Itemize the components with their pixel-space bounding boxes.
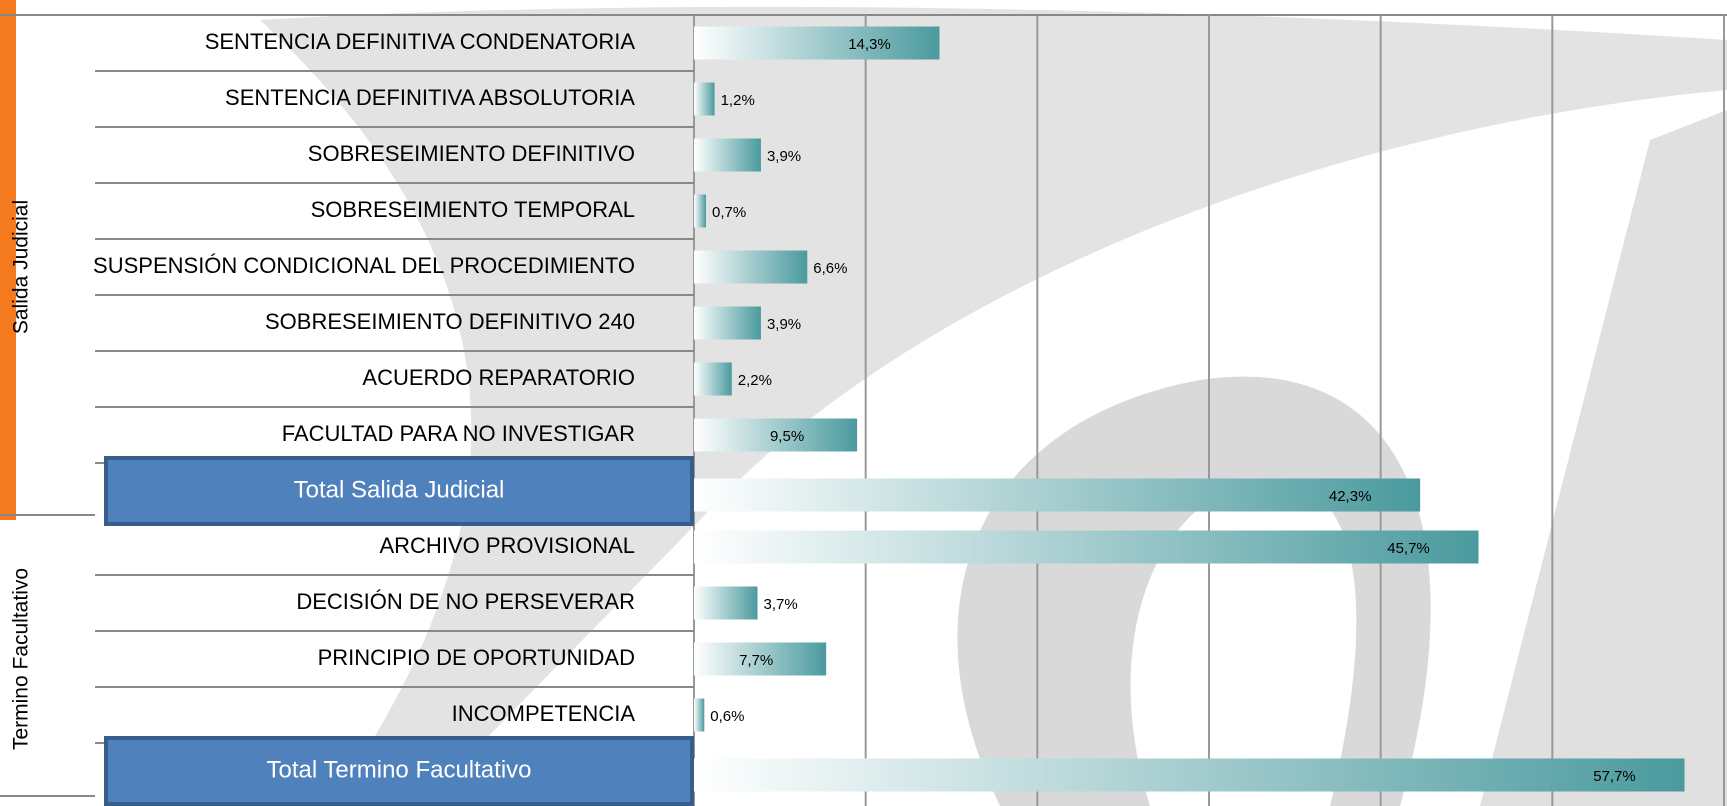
- group-label: Salida Judicial: [10, 200, 33, 334]
- bar: [694, 82, 715, 116]
- category-label: ACUERDO REPARATORIO: [362, 365, 635, 390]
- value-label: 42,3%: [1329, 488, 1372, 505]
- bar: [694, 26, 940, 60]
- category-label: ARCHIVO PROVISIONAL: [379, 533, 635, 558]
- value-label: 9,5%: [770, 428, 804, 445]
- category-label: SOBRESEIMIENTO DEFINITIVO: [308, 141, 635, 166]
- category-label: DECISIÓN DE NO PERSEVERAR: [296, 589, 635, 614]
- category-label: SOBRESEIMIENTO DEFINITIVO 240: [265, 309, 635, 334]
- value-label: 0,6%: [710, 708, 744, 725]
- category-label: SUSPENSIÓN CONDICIONAL DEL PROCEDIMIENTO: [93, 253, 635, 278]
- bar: [694, 478, 1421, 512]
- total-label: Total Termino Facultativo: [266, 756, 531, 783]
- category-label: SENTENCIA DEFINITIVA ABSOLUTORIA: [225, 85, 635, 110]
- bar: [694, 362, 732, 396]
- bar: [694, 306, 761, 340]
- total-box: [104, 736, 694, 806]
- bar: [694, 642, 827, 676]
- category-label: INCOMPETENCIA: [452, 701, 636, 726]
- value-label: 0,7%: [712, 204, 746, 221]
- category-label: SENTENCIA DEFINITIVA CONDENATORIA: [205, 29, 636, 54]
- category-label: PRINCIPIO DE OPORTUNIDAD: [318, 645, 635, 670]
- bar: [694, 758, 1685, 792]
- total-label: Total Salida Judicial: [294, 476, 505, 503]
- bar: [694, 250, 808, 284]
- bar: [694, 698, 705, 732]
- value-label: 3,9%: [767, 148, 801, 165]
- bar: [694, 530, 1479, 564]
- total-box: [104, 456, 694, 526]
- value-label: 2,2%: [738, 372, 772, 389]
- bar: [694, 586, 758, 620]
- value-label: 3,9%: [767, 316, 801, 333]
- value-label: 3,7%: [764, 596, 798, 613]
- value-label: 57,7%: [1593, 768, 1636, 785]
- bar: [694, 138, 761, 172]
- value-label: 7,7%: [739, 652, 773, 669]
- group-label: Termino Facultativo: [10, 568, 33, 750]
- bar: [694, 194, 707, 228]
- value-label: 6,6%: [813, 260, 847, 277]
- value-label: 1,2%: [721, 92, 755, 109]
- accent-band: [0, 0, 16, 520]
- category-label: FACULTAD PARA NO INVESTIGAR: [282, 421, 635, 446]
- category-label: SOBRESEIMIENTO TEMPORAL: [311, 197, 635, 222]
- bar: [694, 418, 858, 452]
- value-label: 45,7%: [1387, 540, 1430, 557]
- value-label: 14,3%: [848, 36, 891, 53]
